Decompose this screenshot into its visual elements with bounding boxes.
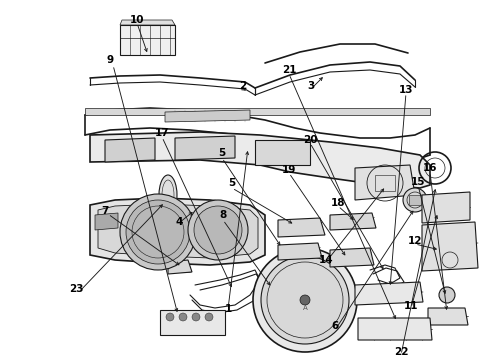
Polygon shape <box>278 218 325 237</box>
Circle shape <box>261 256 349 344</box>
Polygon shape <box>255 140 310 165</box>
Circle shape <box>120 194 196 270</box>
Text: 1: 1 <box>224 304 232 314</box>
Polygon shape <box>330 213 376 230</box>
Circle shape <box>192 313 200 321</box>
Circle shape <box>205 313 213 321</box>
Circle shape <box>439 287 455 303</box>
Circle shape <box>188 200 248 260</box>
Text: 15: 15 <box>411 177 425 187</box>
Polygon shape <box>358 318 432 340</box>
Polygon shape <box>90 198 265 265</box>
Text: 6: 6 <box>331 321 339 331</box>
Text: 22: 22 <box>394 347 408 357</box>
Ellipse shape <box>159 175 177 215</box>
Circle shape <box>403 188 427 212</box>
Polygon shape <box>168 260 192 274</box>
Text: 4: 4 <box>175 217 183 227</box>
Text: 2: 2 <box>240 81 246 91</box>
Circle shape <box>126 200 190 264</box>
Polygon shape <box>428 308 468 325</box>
Text: 13: 13 <box>399 85 413 95</box>
Text: 18: 18 <box>331 198 345 208</box>
Polygon shape <box>98 204 258 258</box>
Text: 23: 23 <box>69 284 83 294</box>
Text: 3: 3 <box>307 81 315 91</box>
Polygon shape <box>95 213 118 230</box>
Text: 20: 20 <box>303 135 317 145</box>
Text: 10: 10 <box>130 15 144 25</box>
Circle shape <box>300 295 310 305</box>
Text: 7: 7 <box>101 206 109 216</box>
Polygon shape <box>422 222 478 271</box>
Polygon shape <box>278 243 322 260</box>
Circle shape <box>194 206 242 254</box>
Circle shape <box>179 313 187 321</box>
Polygon shape <box>355 165 415 200</box>
Text: 16: 16 <box>423 163 437 173</box>
Circle shape <box>166 313 174 321</box>
Polygon shape <box>422 192 470 223</box>
Text: 9: 9 <box>106 55 114 65</box>
Polygon shape <box>409 195 421 205</box>
Text: 21: 21 <box>282 65 296 75</box>
Text: 8: 8 <box>220 210 227 220</box>
Text: 11: 11 <box>404 301 418 311</box>
Text: 5: 5 <box>228 178 236 188</box>
Text: 14: 14 <box>318 255 333 265</box>
Polygon shape <box>330 248 374 267</box>
Text: 5: 5 <box>219 148 225 158</box>
Text: 12: 12 <box>408 236 422 246</box>
Polygon shape <box>165 110 250 122</box>
Text: 17: 17 <box>155 128 170 138</box>
Polygon shape <box>160 310 225 335</box>
Polygon shape <box>120 25 175 55</box>
Polygon shape <box>85 108 430 115</box>
Polygon shape <box>105 138 155 162</box>
Polygon shape <box>355 282 423 305</box>
Text: A: A <box>303 305 307 311</box>
Text: 19: 19 <box>282 165 296 175</box>
Polygon shape <box>120 20 175 25</box>
Polygon shape <box>175 136 235 160</box>
Circle shape <box>253 248 357 352</box>
Polygon shape <box>90 132 430 188</box>
